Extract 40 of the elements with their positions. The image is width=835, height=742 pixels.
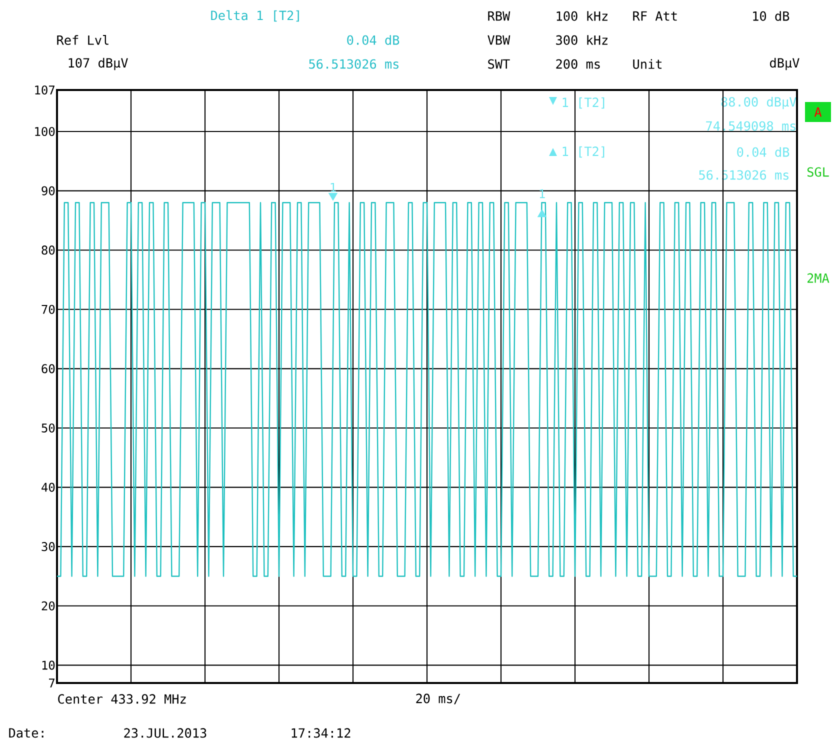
y-tick-label: 20 <box>42 601 55 610</box>
annotation: 0.04 dB <box>737 147 790 157</box>
y-tick-label: 107 <box>35 85 54 95</box>
y-tick-label: 90 <box>42 186 55 196</box>
y-tick-label: 100 <box>35 126 55 136</box>
text: 100 kHz <box>556 11 608 21</box>
y-tick-label: 40 <box>42 482 55 492</box>
text: 23.JUL.2013 <box>124 728 206 738</box>
annotation: 1 [T2] <box>562 146 604 158</box>
text: 107 dBµV <box>68 58 128 70</box>
annotation: 1 <box>330 182 336 192</box>
y-tick-label: 70 <box>42 304 55 314</box>
text: RBW <box>488 11 510 21</box>
text: 300 kHz <box>556 35 608 45</box>
y-tick-label: 50 <box>42 423 55 433</box>
y-tick-label: 10 <box>42 660 55 670</box>
annotation: 1 <box>540 189 545 198</box>
y-tick-label: 30 <box>42 542 55 552</box>
text: Delta 1 [T2] <box>211 10 299 22</box>
text: A <box>814 107 822 117</box>
text: VBW <box>488 35 510 45</box>
text: 17:34:12 <box>292 728 350 738</box>
text: 10 dB <box>753 11 790 21</box>
text: SGL <box>807 167 829 177</box>
annotation: 1 [T2] <box>562 97 604 109</box>
y-tick-label: 7 <box>49 678 54 688</box>
text: Date: <box>9 728 44 738</box>
text: 0.04 dB <box>347 35 400 45</box>
text: SWT <box>488 59 510 69</box>
text: Center 433.92 MHz <box>58 694 186 704</box>
y-tick-label: 80 <box>42 246 55 255</box>
y-tick-label: 60 <box>42 364 55 374</box>
text: 20 ms/ <box>416 694 460 704</box>
text: Ref Lvl <box>57 35 108 45</box>
text: Unit <box>633 59 662 69</box>
text: 56.513026 ms <box>309 59 398 69</box>
text: 200 ms <box>556 59 600 69</box>
text: dBµV <box>770 58 800 70</box>
text: 2MA <box>808 273 830 283</box>
text: RF Att <box>633 11 677 21</box>
